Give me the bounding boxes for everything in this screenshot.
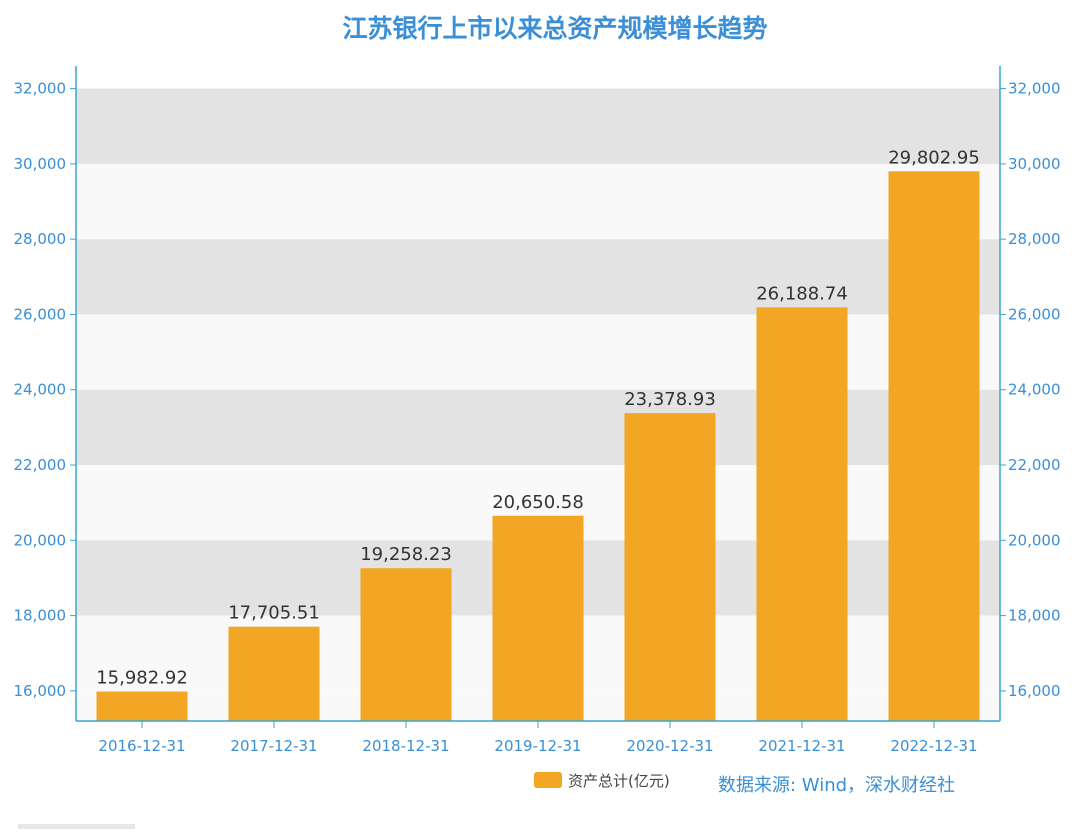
y-tick-label: 16,000 <box>1008 682 1061 700</box>
y-axis-left: 16,000 18,000 20,000 22,000 24,000 26,000 28,0… <box>14 80 76 700</box>
y-tick-label: 30,000 <box>1008 155 1061 173</box>
bar-2019-12-31 <box>492 515 584 721</box>
x-tick-label: 2021-12-31 <box>758 737 845 755</box>
grid-band <box>76 88 1000 164</box>
y-tick-label: 24,000 <box>1008 381 1061 399</box>
data-label: 29,802.95 <box>888 147 980 168</box>
legend: 资产总计(亿元) <box>534 772 670 790</box>
footer-divider <box>18 824 135 829</box>
y-tick-label: 32,000 <box>1008 80 1061 98</box>
data-label: 17,705.51 <box>228 603 320 624</box>
bar-2022-12-31 <box>888 171 980 721</box>
data-label: 15,982.92 <box>96 668 188 689</box>
y-tick-label: 26,000 <box>14 305 67 323</box>
y-tick-label: 28,000 <box>14 230 67 248</box>
bar-2018-12-31 <box>360 568 452 721</box>
y-tick-label: 20,000 <box>14 531 67 549</box>
y-tick-label: 18,000 <box>1008 607 1061 625</box>
y-tick-label: 26,000 <box>1008 305 1061 323</box>
bars <box>96 171 980 721</box>
chart-title: 江苏银行上市以来总资产规模增长趋势 <box>342 14 767 43</box>
grid-band <box>76 163 1000 240</box>
x-tick-label: 2018-12-31 <box>362 737 449 755</box>
x-tick-label: 2017-12-31 <box>230 737 317 755</box>
data-label: 20,650.58 <box>492 492 584 513</box>
grid-band <box>76 389 1000 466</box>
data-label: 19,258.23 <box>360 544 452 565</box>
data-label: 26,188.74 <box>756 283 848 304</box>
data-labels: 15,982.92 17,705.51 19,258.23 20,650.58 23,3… <box>96 147 980 688</box>
y-tick-label: 30,000 <box>14 155 67 173</box>
x-tick-label: 2022-12-31 <box>890 737 977 755</box>
x-tick-label: 2019-12-31 <box>494 737 581 755</box>
y-tick-label: 20,000 <box>1008 531 1061 549</box>
y-tick-label: 28,000 <box>1008 230 1061 248</box>
x-tick-label: 2016-12-31 <box>98 737 185 755</box>
grid-band <box>76 314 1000 390</box>
bar-2020-12-31 <box>624 413 716 721</box>
source-note: 数据来源: Wind，深水财经社 <box>718 775 955 796</box>
data-label: 23,378.93 <box>624 389 716 410</box>
y-tick-label: 16,000 <box>14 682 67 700</box>
bar-2017-12-31 <box>228 626 320 721</box>
y-tick-label: 22,000 <box>1008 456 1061 474</box>
x-tick-label: 2020-12-31 <box>626 737 713 755</box>
legend-label: 资产总计(亿元) <box>568 772 670 790</box>
y-tick-label: 22,000 <box>14 456 67 474</box>
y-tick-label: 18,000 <box>14 607 67 625</box>
x-axis: 2016-12-31 2017-12-31 2018-12-31 2019-12-31… <box>98 721 978 755</box>
y-tick-label: 24,000 <box>14 381 67 399</box>
legend-swatch <box>534 772 562 788</box>
grid-band <box>76 239 1000 315</box>
bar-2016-12-31 <box>96 691 188 721</box>
bar-2021-12-31 <box>756 307 848 721</box>
y-axis-right: 16,000 18,000 20,000 22,000 24,000 26,000 28,0… <box>1000 80 1061 700</box>
y-tick-label: 32,000 <box>14 80 67 98</box>
